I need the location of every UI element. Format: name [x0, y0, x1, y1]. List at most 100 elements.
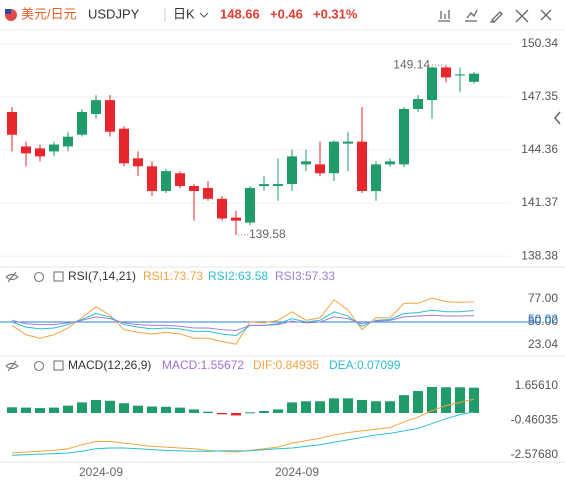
y-tick-label: 141.37	[521, 195, 558, 209]
legend-entry: DIF:0.84935	[253, 358, 319, 372]
candle-body	[189, 186, 199, 191]
macd-bar	[77, 402, 87, 413]
macd-bar	[259, 411, 269, 413]
candle-body	[469, 73, 479, 82]
macd-bar	[147, 406, 157, 413]
candle-body	[119, 128, 129, 164]
hide-rsi-button[interactable]	[5, 271, 19, 283]
symbol: USDJPY	[88, 6, 140, 21]
macd-bar	[287, 402, 297, 413]
macd-bar	[91, 399, 101, 413]
x-tick-label: 2024-09	[275, 465, 319, 479]
macd-bar	[371, 401, 381, 413]
y-tick-label: 150.34	[521, 36, 558, 50]
macd-bar	[35, 408, 45, 413]
period[interactable]: 日K	[173, 6, 195, 21]
macd-bar	[455, 387, 465, 413]
macd-bar	[273, 409, 283, 413]
candle-body	[343, 141, 353, 144]
legend-entry: DEA:0.07099	[329, 358, 401, 372]
x-tick-label: 2024-09	[79, 465, 123, 479]
price-change-pct: +0.31%	[313, 6, 358, 21]
candle-body	[245, 187, 255, 223]
macd-bar	[63, 405, 73, 413]
pair-name: 美元/日元	[21, 6, 77, 21]
y-tick-label: 138.38	[521, 248, 558, 262]
indicator-line	[11, 314, 475, 332]
macd-toggle[interactable]	[53, 360, 64, 371]
candle-body	[203, 187, 213, 199]
candle-body	[231, 217, 241, 221]
draw-button[interactable]	[465, 9, 478, 22]
indicator-title: RSI(7,14,21)	[68, 269, 136, 283]
macd-bar	[441, 387, 451, 413]
candle-body	[7, 111, 17, 135]
reference-label: 50.02	[528, 312, 558, 326]
candle-body	[175, 173, 185, 187]
candle-body	[133, 158, 143, 167]
macd-bar	[413, 391, 423, 413]
macd-settings-button[interactable]	[33, 360, 45, 372]
y-tick-label: 144.36	[521, 142, 558, 156]
y-tick-label: -2.57680	[511, 447, 559, 461]
candle-body	[357, 141, 367, 191]
legend-entry: MACD:1.55672	[162, 358, 244, 372]
candle-body	[147, 166, 157, 191]
candle-body	[217, 198, 227, 219]
macd-bar	[385, 401, 395, 413]
candle-body	[161, 171, 171, 191]
candle-body	[259, 184, 269, 187]
legend-entry: RSI3:57.33	[275, 269, 335, 283]
hide-macd-button[interactable]	[5, 360, 19, 372]
y-tick-label: 77.00	[528, 291, 558, 305]
candle-body	[273, 184, 283, 187]
macd-bar	[161, 406, 171, 413]
candle-body	[287, 156, 297, 185]
settings-button[interactable]	[540, 9, 552, 21]
macd-bar	[105, 400, 115, 413]
macd-bar	[469, 387, 479, 413]
indicator-line	[11, 411, 475, 456]
candle-body	[315, 164, 325, 174]
macd-bar	[175, 407, 185, 413]
candle-body	[427, 67, 437, 101]
y-tick-label: 1.65610	[515, 378, 559, 392]
y-tick-label: 147.35	[521, 89, 558, 103]
macd-bar	[217, 412, 227, 415]
indicator-line	[11, 297, 475, 345]
indicator-button[interactable]	[438, 10, 450, 22]
macd-bar	[357, 399, 367, 413]
price-change: +0.46	[270, 6, 303, 21]
macd-bar	[21, 407, 31, 413]
y-tick-label: -0.46035	[511, 413, 559, 427]
max-label: 149.14	[393, 57, 430, 71]
candle-body	[413, 99, 423, 109]
indicator-line	[11, 309, 475, 337]
period-dropdown[interactable]	[199, 12, 209, 18]
fullscreen-button[interactable]	[515, 9, 529, 23]
min-label: 139.58	[249, 227, 286, 241]
rsi-toggle[interactable]	[53, 271, 64, 282]
candle-body	[385, 161, 395, 165]
candle-body	[399, 108, 409, 165]
candle-body	[91, 100, 101, 114]
collapse-arrow[interactable]	[554, 111, 561, 125]
pen-button[interactable]	[490, 11, 503, 23]
candle-body	[35, 148, 45, 157]
rsi-settings-button[interactable]	[33, 271, 45, 283]
candle-body	[105, 100, 115, 132]
legend-entry: RSI2:63.58	[208, 269, 268, 283]
macd-bar	[245, 412, 255, 414]
last-price: 148.66	[220, 6, 260, 21]
y-tick-label: 50.00	[528, 314, 558, 328]
macd-bar	[343, 398, 353, 413]
macd-bar	[189, 409, 199, 413]
macd-bar	[427, 386, 437, 413]
macd-bar	[399, 395, 409, 413]
candle-body	[329, 141, 339, 174]
candle-body	[441, 67, 451, 78]
header: 美元/日元 USDJPY 日K 148.66 +0.46 +0.31%	[0, 6, 565, 31]
indicator-title: MACD(12,26,9)	[68, 358, 151, 372]
macd-bar	[231, 412, 241, 416]
